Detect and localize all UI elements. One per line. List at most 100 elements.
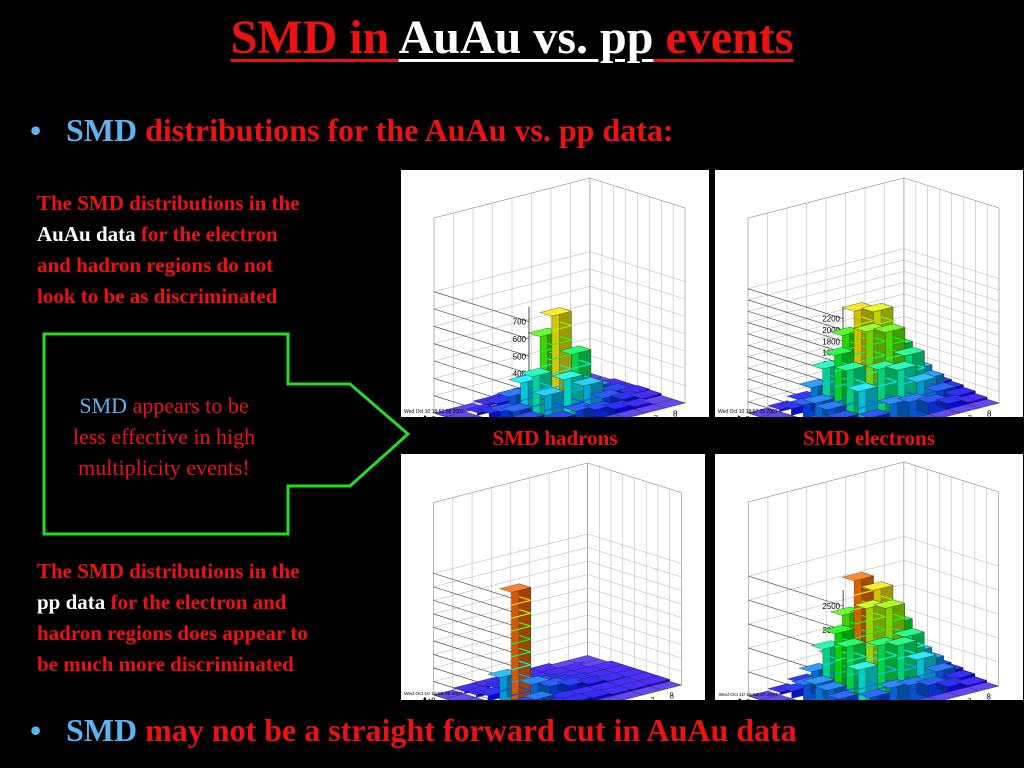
z-axis-tick — [433, 308, 530, 340]
grid-line — [433, 641, 588, 682]
grid-line — [589, 251, 686, 282]
z-tick-label: 700 — [513, 318, 527, 327]
bar-auau-hadrons-8-1 — [653, 399, 686, 409]
plot-timestamp: Wed Oct 10 18:52:58 2007 — [404, 409, 464, 415]
arrow-text-smd: SMD — [79, 393, 128, 418]
plot-pp-hadrons: 0100200300400500600700800900123456781234… — [401, 454, 705, 700]
bar-band — [885, 336, 908, 347]
title-part-events: events — [653, 11, 794, 64]
bar-top — [845, 382, 879, 392]
plot-auau-electrons: 0200400600800100012001400160018002000220… — [715, 170, 1023, 417]
bar-top — [872, 599, 906, 609]
bar-top — [814, 681, 848, 691]
grid-line — [587, 533, 682, 564]
bar-top — [784, 415, 797, 417]
bar-top — [923, 382, 957, 392]
arrow-text-line3: multiplicity events! — [78, 455, 250, 480]
grid-line — [433, 286, 591, 327]
bar-top — [653, 399, 686, 409]
bullet-2: • SMD may not be a straight forward cut i… — [30, 712, 797, 749]
plot-timestamp: Wed Oct 10 16:55:36 2007 — [404, 691, 463, 697]
bar-top — [943, 387, 976, 397]
bar-top — [967, 399, 1000, 409]
grid-line — [748, 560, 904, 601]
grid-line — [433, 560, 588, 601]
bar-top — [556, 676, 589, 686]
y-tick-label: 8 — [745, 415, 750, 417]
bullet-1: • SMD distributions for the AuAu vs. pp d… — [30, 112, 674, 149]
note-pp: The SMD distributions in the pp data for… — [37, 556, 397, 680]
grid-line — [587, 641, 682, 672]
arrow-shape — [42, 332, 411, 536]
bar-top — [531, 387, 565, 397]
caption-smd-electrons: SMD electrons — [803, 426, 935, 450]
bar-top — [904, 651, 937, 661]
grid-line — [747, 293, 905, 335]
bar-top — [822, 346, 855, 356]
x-tick-label: 8 — [987, 693, 992, 700]
bar-top — [519, 367, 553, 377]
title-part-auau-vs-pp: AuAu vs. pp — [398, 11, 654, 64]
grid-line — [433, 614, 588, 655]
bar-top — [834, 638, 867, 648]
z-tick-label: 1800 — [822, 337, 840, 346]
bar-top — [512, 411, 545, 417]
bar-top — [539, 307, 572, 317]
bar-top — [570, 377, 604, 387]
grid-line — [747, 271, 905, 312]
bar-band — [511, 609, 533, 619]
bar-top — [857, 409, 891, 417]
bar-auau-electrons-3-3 — [845, 382, 880, 417]
grid-line — [587, 601, 682, 632]
bar-top — [861, 581, 894, 591]
bar-top — [884, 636, 918, 646]
bar-pp-hadrons-8-2 — [638, 675, 671, 687]
bullet-2-smd: SMD — [66, 712, 138, 748]
z-tick-label: 500 — [513, 352, 527, 361]
z-axis-tick — [748, 599, 844, 631]
grid-line — [748, 536, 904, 577]
z-axis-tick — [433, 360, 530, 392]
bar-auau-electrons-8-1 — [967, 399, 1000, 409]
bar-auau-hadrons-3-3 — [531, 387, 566, 417]
z-tick-label: 2500 — [822, 602, 840, 611]
plot-pp-electrons: 050010001500200025001234567812345678No. … — [715, 454, 1023, 700]
note-auau-line1: The SMD distributions in the — [37, 191, 300, 215]
bar-top — [943, 669, 976, 679]
bar-top — [845, 661, 879, 671]
x-tick-label: 7 — [650, 696, 654, 700]
note-auau-line3: and hadron regions do not — [37, 253, 274, 277]
grid-line — [903, 293, 1000, 325]
x-tick-label: 8 — [669, 691, 674, 700]
plot-auau-hadrons: 01002003004005006007001234567812345678No… — [401, 170, 709, 417]
bar-band — [511, 596, 533, 606]
note-pp-emph: pp data — [37, 590, 106, 614]
grid-line — [587, 628, 682, 659]
grid-line — [587, 560, 682, 591]
bar-top — [954, 676, 988, 686]
bar-top — [884, 361, 918, 371]
bar-top — [551, 370, 584, 380]
y-tick-label: 8 — [431, 415, 436, 417]
grid-line — [433, 601, 588, 642]
bar-top — [759, 694, 793, 700]
bar-top — [841, 572, 875, 582]
bar-pp-hadrons-8-1 — [649, 681, 682, 691]
bar-band — [885, 613, 907, 624]
bar-top — [822, 624, 855, 635]
x-tick-label: 7 — [654, 415, 659, 418]
bar-top — [833, 361, 867, 372]
bar-auau-electrons-5-2 — [896, 393, 930, 417]
bar-auau-electrons-1-6 — [784, 415, 797, 417]
bar-top — [892, 346, 925, 357]
grid-line — [747, 282, 905, 323]
bar-auau-hadrons-1-6 — [470, 415, 483, 417]
bar-pp-electrons-8-1 — [966, 682, 1000, 692]
grid-line — [433, 268, 591, 310]
note-pp-line3: hadron regions does appear to — [37, 621, 308, 645]
bar-top — [558, 345, 592, 355]
bar-pp-electrons-8-2 — [954, 676, 988, 688]
grid-line — [589, 355, 686, 386]
grid-line — [433, 251, 591, 292]
bar-pp-electrons-1-6 — [785, 698, 797, 700]
